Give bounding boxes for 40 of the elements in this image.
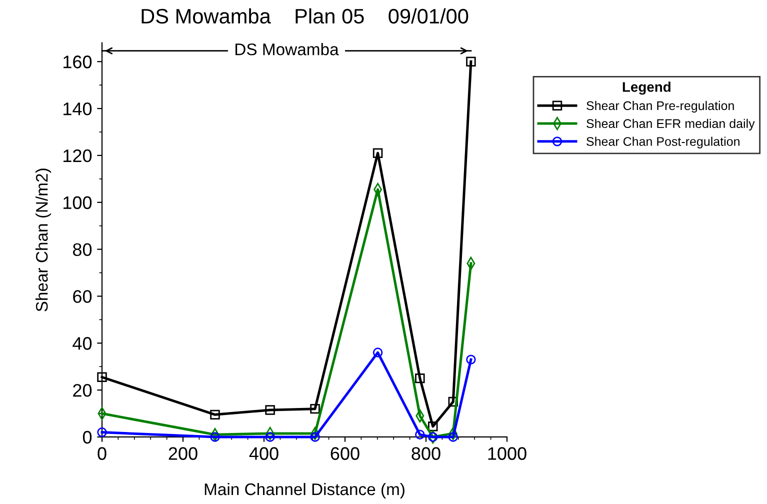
- x-tick-label: 0: [98, 447, 106, 460]
- point: [428, 422, 438, 432]
- point: [466, 354, 476, 364]
- y-tick-label: 160: [64, 56, 92, 68]
- x-tick-label: 400: [249, 447, 278, 460]
- y-tick-label: 60: [73, 290, 92, 303]
- point: [265, 405, 275, 415]
- point: [372, 348, 383, 358]
- y-tick-label: 120: [64, 149, 92, 162]
- y-tick-label: 40: [72, 337, 92, 350]
- point: [210, 410, 220, 420]
- legend-label: Shear Chan EFR median daily: [586, 118, 755, 130]
- point: [265, 432, 275, 442]
- point: [466, 56, 476, 66]
- point: [210, 432, 220, 442]
- point: [372, 148, 383, 158]
- y-tick-label: 20: [73, 384, 92, 397]
- legend-label: Shear Chan Pre-regulation: [586, 100, 734, 113]
- legend-label: Shear Chan Post-regulation: [586, 136, 740, 148]
- point: [415, 373, 425, 384]
- point: [448, 432, 458, 442]
- annotation: DS Mowamba: [236, 43, 339, 56]
- x-tick-label: 1000: [488, 447, 526, 460]
- point: [97, 427, 107, 438]
- x-tick-label: 800: [412, 447, 440, 460]
- y-tick-label: 80: [72, 243, 92, 256]
- point: [448, 396, 458, 407]
- y-tick-label: 0: [82, 430, 92, 444]
- point: [97, 372, 107, 382]
- y-tick-label: 140: [64, 102, 92, 116]
- x-tick-label: 600: [330, 447, 360, 460]
- legend-title: Legend: [622, 82, 670, 95]
- y-axis-title: Shear Chan (N/m2): [36, 168, 52, 312]
- x-tick-label: 200: [168, 447, 198, 460]
- x-axis-title: Main Channel Distance (m): [204, 482, 404, 498]
- point: [310, 432, 320, 442]
- chart-title: DS Mowamba Plan 05 09/01/00: [142, 8, 468, 24]
- point: [415, 430, 425, 440]
- point: [310, 404, 320, 414]
- y-tick-label: 100: [64, 196, 92, 210]
